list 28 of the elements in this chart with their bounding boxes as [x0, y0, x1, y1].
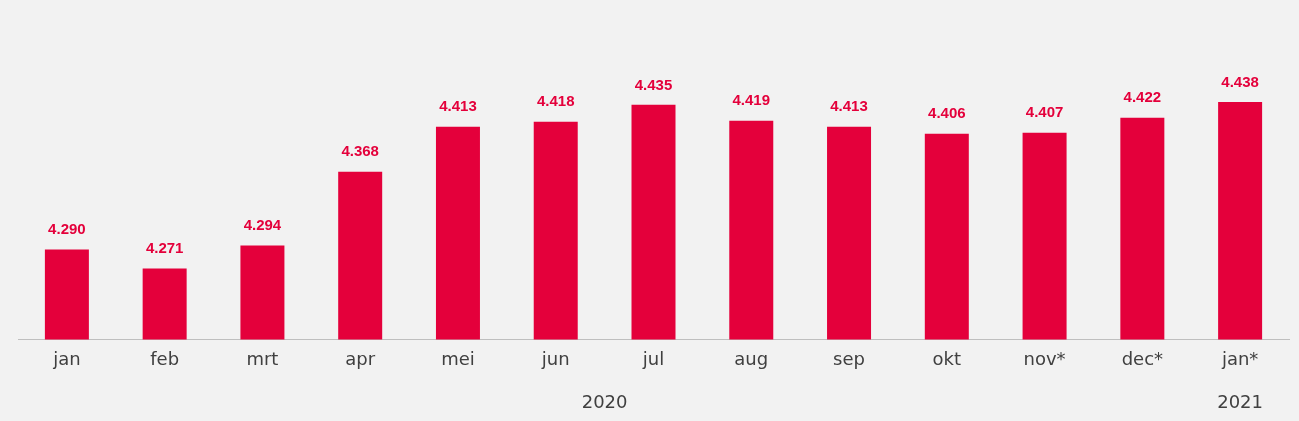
x-tick-label: sep — [833, 347, 865, 369]
x-tick-label: jul — [641, 347, 665, 369]
data-label: 4.419 — [732, 91, 771, 109]
x-tick-label: dec* — [1121, 347, 1164, 369]
x-tick-label: jan* — [1220, 347, 1259, 369]
x-tick-label: aug — [734, 347, 769, 369]
annotation: 2020 — [581, 390, 628, 412]
data-label: 4.413 — [439, 97, 477, 115]
data-label: 4.368 — [341, 142, 379, 160]
x-tick-label: feb — [150, 347, 180, 369]
data-label: 4.271 — [145, 239, 184, 257]
annotation: 2021 — [1217, 390, 1264, 412]
x-tick-label: okt — [932, 347, 962, 369]
x-tick-label: mei — [441, 347, 475, 369]
data-label: 4.413 — [830, 97, 868, 115]
x-tick-label: jan — [52, 347, 81, 369]
data-label: 4.435 — [634, 75, 673, 93]
data-label: 4.290 — [48, 220, 86, 238]
data-label: 4.422 — [1123, 88, 1162, 106]
data-label: 4.407 — [1025, 103, 1064, 121]
data-label: 4.406 — [928, 104, 966, 122]
x-tick-label: nov* — [1023, 347, 1066, 369]
x-tick-label: jun — [540, 347, 570, 369]
data-label: 4.294 — [243, 216, 282, 234]
x-tick-label: mrt — [246, 347, 279, 369]
x-tick-label: apr — [345, 347, 376, 369]
data-label: 4.438 — [1221, 72, 1259, 90]
data-label: 4.418 — [536, 92, 575, 110]
